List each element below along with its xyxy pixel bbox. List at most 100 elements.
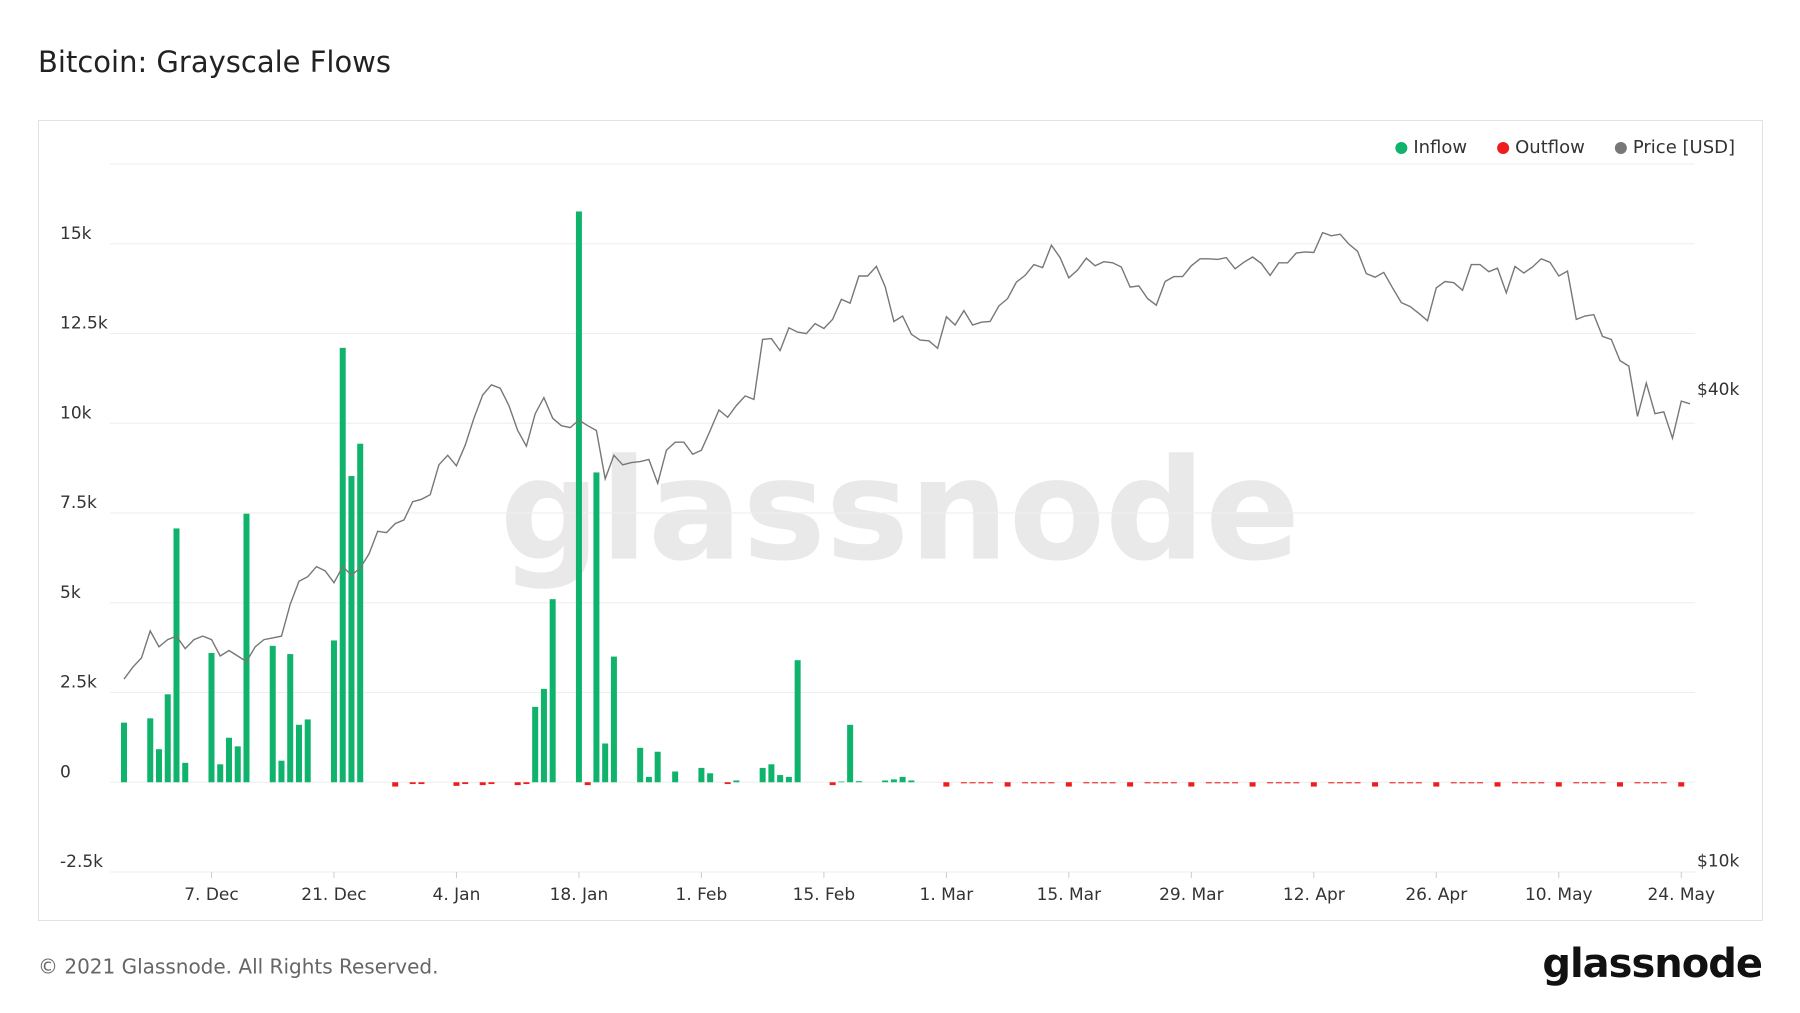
watermark: glassnode [500, 430, 1300, 593]
bar [173, 528, 180, 783]
x-tick-label: 10. May [1525, 885, 1593, 905]
x-tick-label: 18. Jan [550, 885, 609, 905]
bar [1039, 782, 1046, 784]
bar [514, 782, 521, 786]
y-tick-label: -2.5k [60, 852, 103, 872]
chart-title: Bitcoin: Grayscale Flows [38, 45, 391, 79]
bar [978, 782, 985, 784]
bar [1144, 782, 1151, 784]
bar [225, 737, 232, 783]
bar [1170, 782, 1177, 784]
bar [610, 656, 617, 783]
footer: © 2021 Glassnode. All Rights Reserved. [38, 955, 438, 979]
bar [794, 660, 801, 783]
bar [1398, 782, 1405, 784]
bar [1293, 782, 1300, 784]
bar [208, 653, 215, 783]
bar [1048, 782, 1055, 784]
bar [155, 749, 162, 783]
bar [654, 751, 661, 783]
bar [1345, 782, 1352, 784]
bar [1065, 782, 1072, 787]
legend-swatch [1497, 142, 1510, 154]
bar [217, 764, 224, 783]
bar [418, 782, 425, 785]
bar [1389, 782, 1396, 784]
bar [1372, 782, 1379, 787]
bar [234, 746, 241, 783]
x-tick-label: 1. Feb [676, 885, 728, 905]
bar [121, 722, 127, 783]
bar [1468, 782, 1475, 784]
y-tick-label: 12.5k [60, 314, 108, 334]
bar [777, 775, 784, 783]
bar [549, 599, 556, 783]
bar [1538, 782, 1545, 784]
bar [1162, 782, 1169, 784]
bar [1660, 782, 1667, 784]
brand-logo: glassnode [1542, 941, 1762, 987]
bar [584, 782, 591, 786]
legend-label: Inflow [1413, 137, 1467, 158]
bar [1232, 782, 1239, 784]
bar [943, 782, 950, 787]
bar [462, 782, 469, 785]
bar [637, 747, 644, 783]
bar [357, 443, 364, 783]
y-tick-label: 15k [60, 224, 92, 244]
bar [838, 781, 845, 783]
bar [575, 211, 582, 783]
bar [1030, 782, 1037, 784]
bar [330, 640, 337, 783]
bar [1450, 782, 1457, 784]
bar [1520, 782, 1527, 784]
bar [724, 782, 731, 785]
bar [1109, 782, 1116, 784]
bar [1310, 782, 1317, 787]
bar [269, 645, 276, 783]
x-tick-label: 4. Jan [433, 885, 481, 905]
bar [829, 782, 836, 786]
x-tick-label: 15. Mar [1037, 885, 1102, 905]
bar [882, 780, 889, 783]
bar [392, 782, 399, 787]
bar [295, 724, 302, 783]
price-line [123, 231, 1691, 680]
y2-tick-label: $40k [1697, 380, 1739, 400]
bar [768, 764, 775, 783]
bar [1205, 782, 1212, 784]
bar [523, 782, 530, 785]
y-tick-label: 10k [60, 403, 92, 423]
bar [1022, 782, 1029, 784]
bar [453, 782, 460, 786]
y-tick-label: 7.5k [60, 493, 97, 513]
bar [1153, 782, 1160, 784]
x-tick-label: 21. Dec [301, 885, 366, 905]
bar [243, 513, 250, 783]
bar [1617, 782, 1624, 787]
bar [847, 724, 854, 783]
bar [969, 782, 976, 784]
bar [488, 782, 495, 785]
x-tick-label: 15. Feb [793, 885, 856, 905]
bar [1494, 782, 1501, 787]
x-tick-label: 12. Apr [1283, 885, 1345, 905]
bar [287, 654, 294, 783]
y-tick-label: 0 [60, 762, 71, 782]
chart-frame [38, 120, 1763, 921]
bar [1004, 782, 1011, 787]
bar [1127, 782, 1134, 787]
bar [593, 472, 600, 783]
bar [1275, 782, 1282, 784]
x-tick-label: 24. May [1647, 885, 1715, 905]
bar [409, 782, 416, 785]
bar [182, 762, 189, 783]
legend-swatch [1614, 142, 1627, 154]
bar [147, 718, 154, 783]
bar [1188, 782, 1195, 787]
bar [1092, 782, 1099, 784]
bar [890, 779, 897, 783]
bar [1083, 782, 1090, 784]
bar [1590, 782, 1597, 784]
bar [1643, 782, 1650, 784]
